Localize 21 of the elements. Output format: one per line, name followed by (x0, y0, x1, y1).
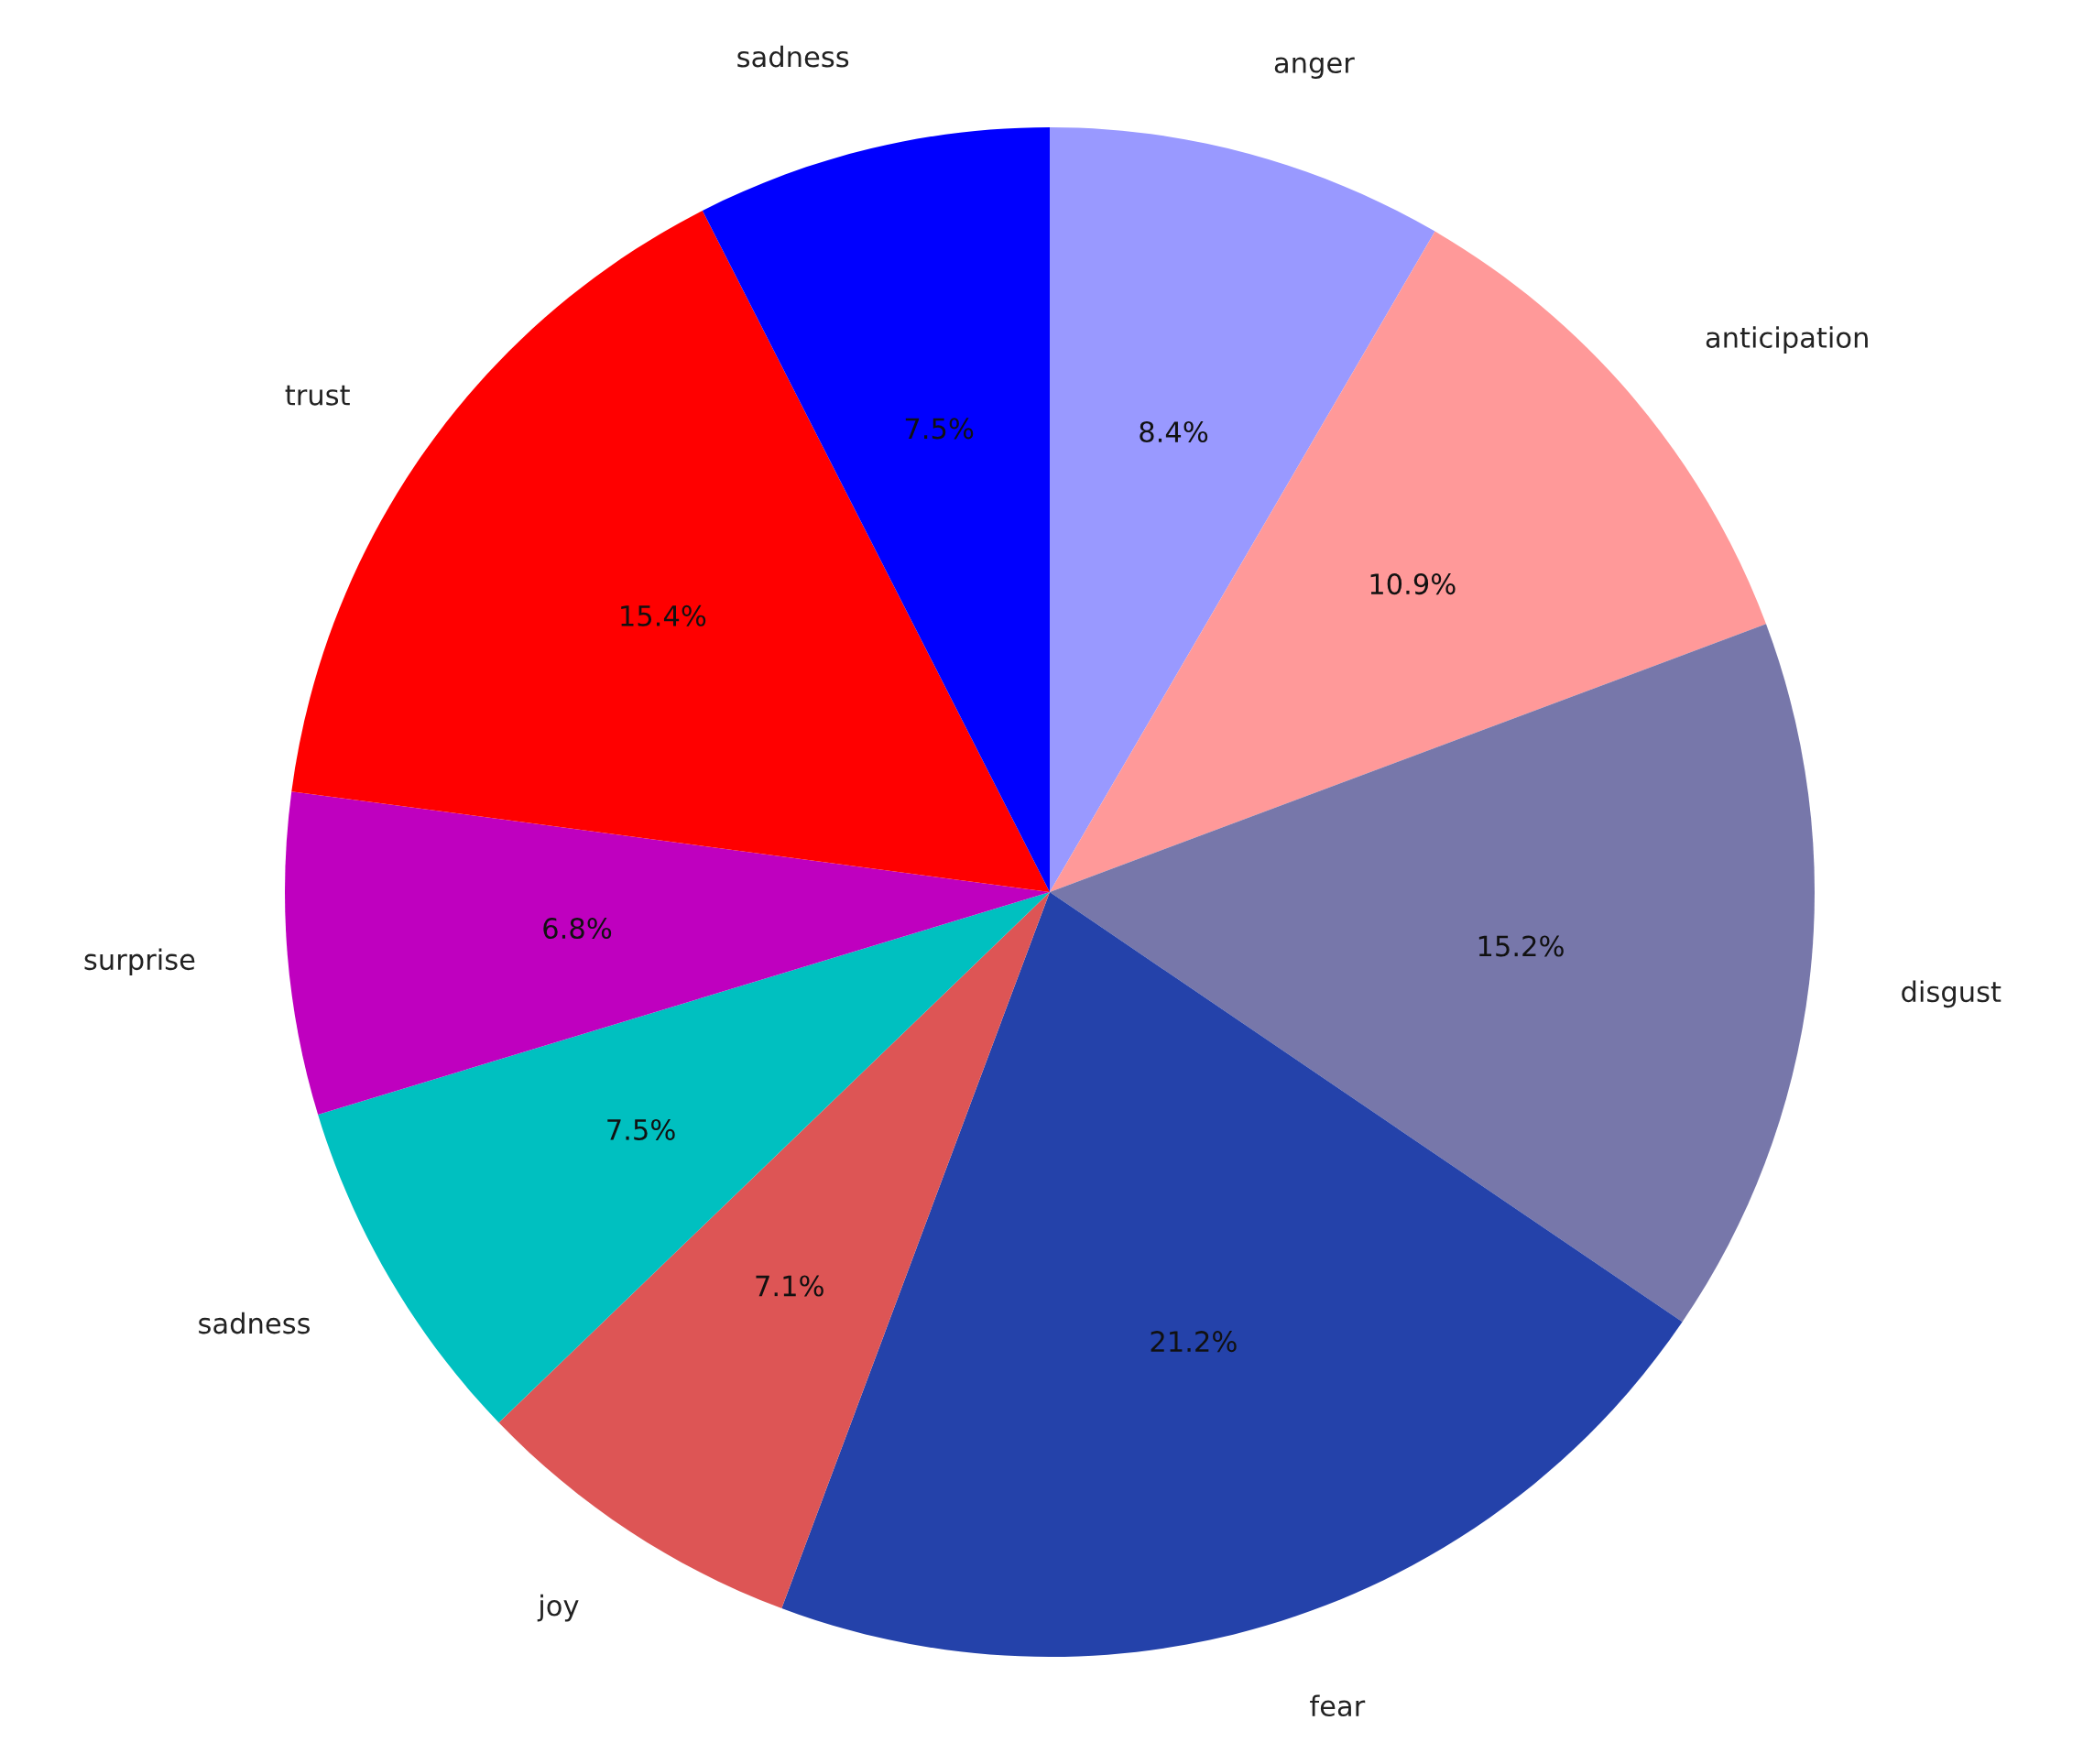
data-label: 10.9% (1370, 573, 1456, 595)
data-label: 7.1% (756, 1275, 823, 1297)
data-label: 6.8% (543, 917, 612, 940)
data-label: 15.4% (621, 604, 706, 626)
data-label: 7.5% (607, 1118, 675, 1140)
data-label: 15.2% (1478, 935, 1564, 957)
slice-label: sadness (737, 45, 849, 68)
data-label: 21.2% (1151, 1331, 1237, 1353)
pie-slice (285, 791, 1050, 1116)
slice-label: disgust (1902, 980, 2001, 1008)
data-label: 8.4% (1140, 420, 1208, 443)
slice-label: anger (1274, 57, 1355, 79)
slice-label: sadness (199, 1312, 311, 1334)
slice-label: surprise (84, 948, 195, 976)
slice-label: trust (285, 385, 350, 406)
data-label: 7.5% (905, 418, 974, 440)
slice-label: fear (1310, 1694, 1366, 1717)
slice-label: joy (537, 1594, 579, 1622)
pie-slice (1050, 624, 1815, 1323)
slice-label: anticipation (1706, 326, 1868, 354)
pie-slice (318, 892, 1050, 1423)
